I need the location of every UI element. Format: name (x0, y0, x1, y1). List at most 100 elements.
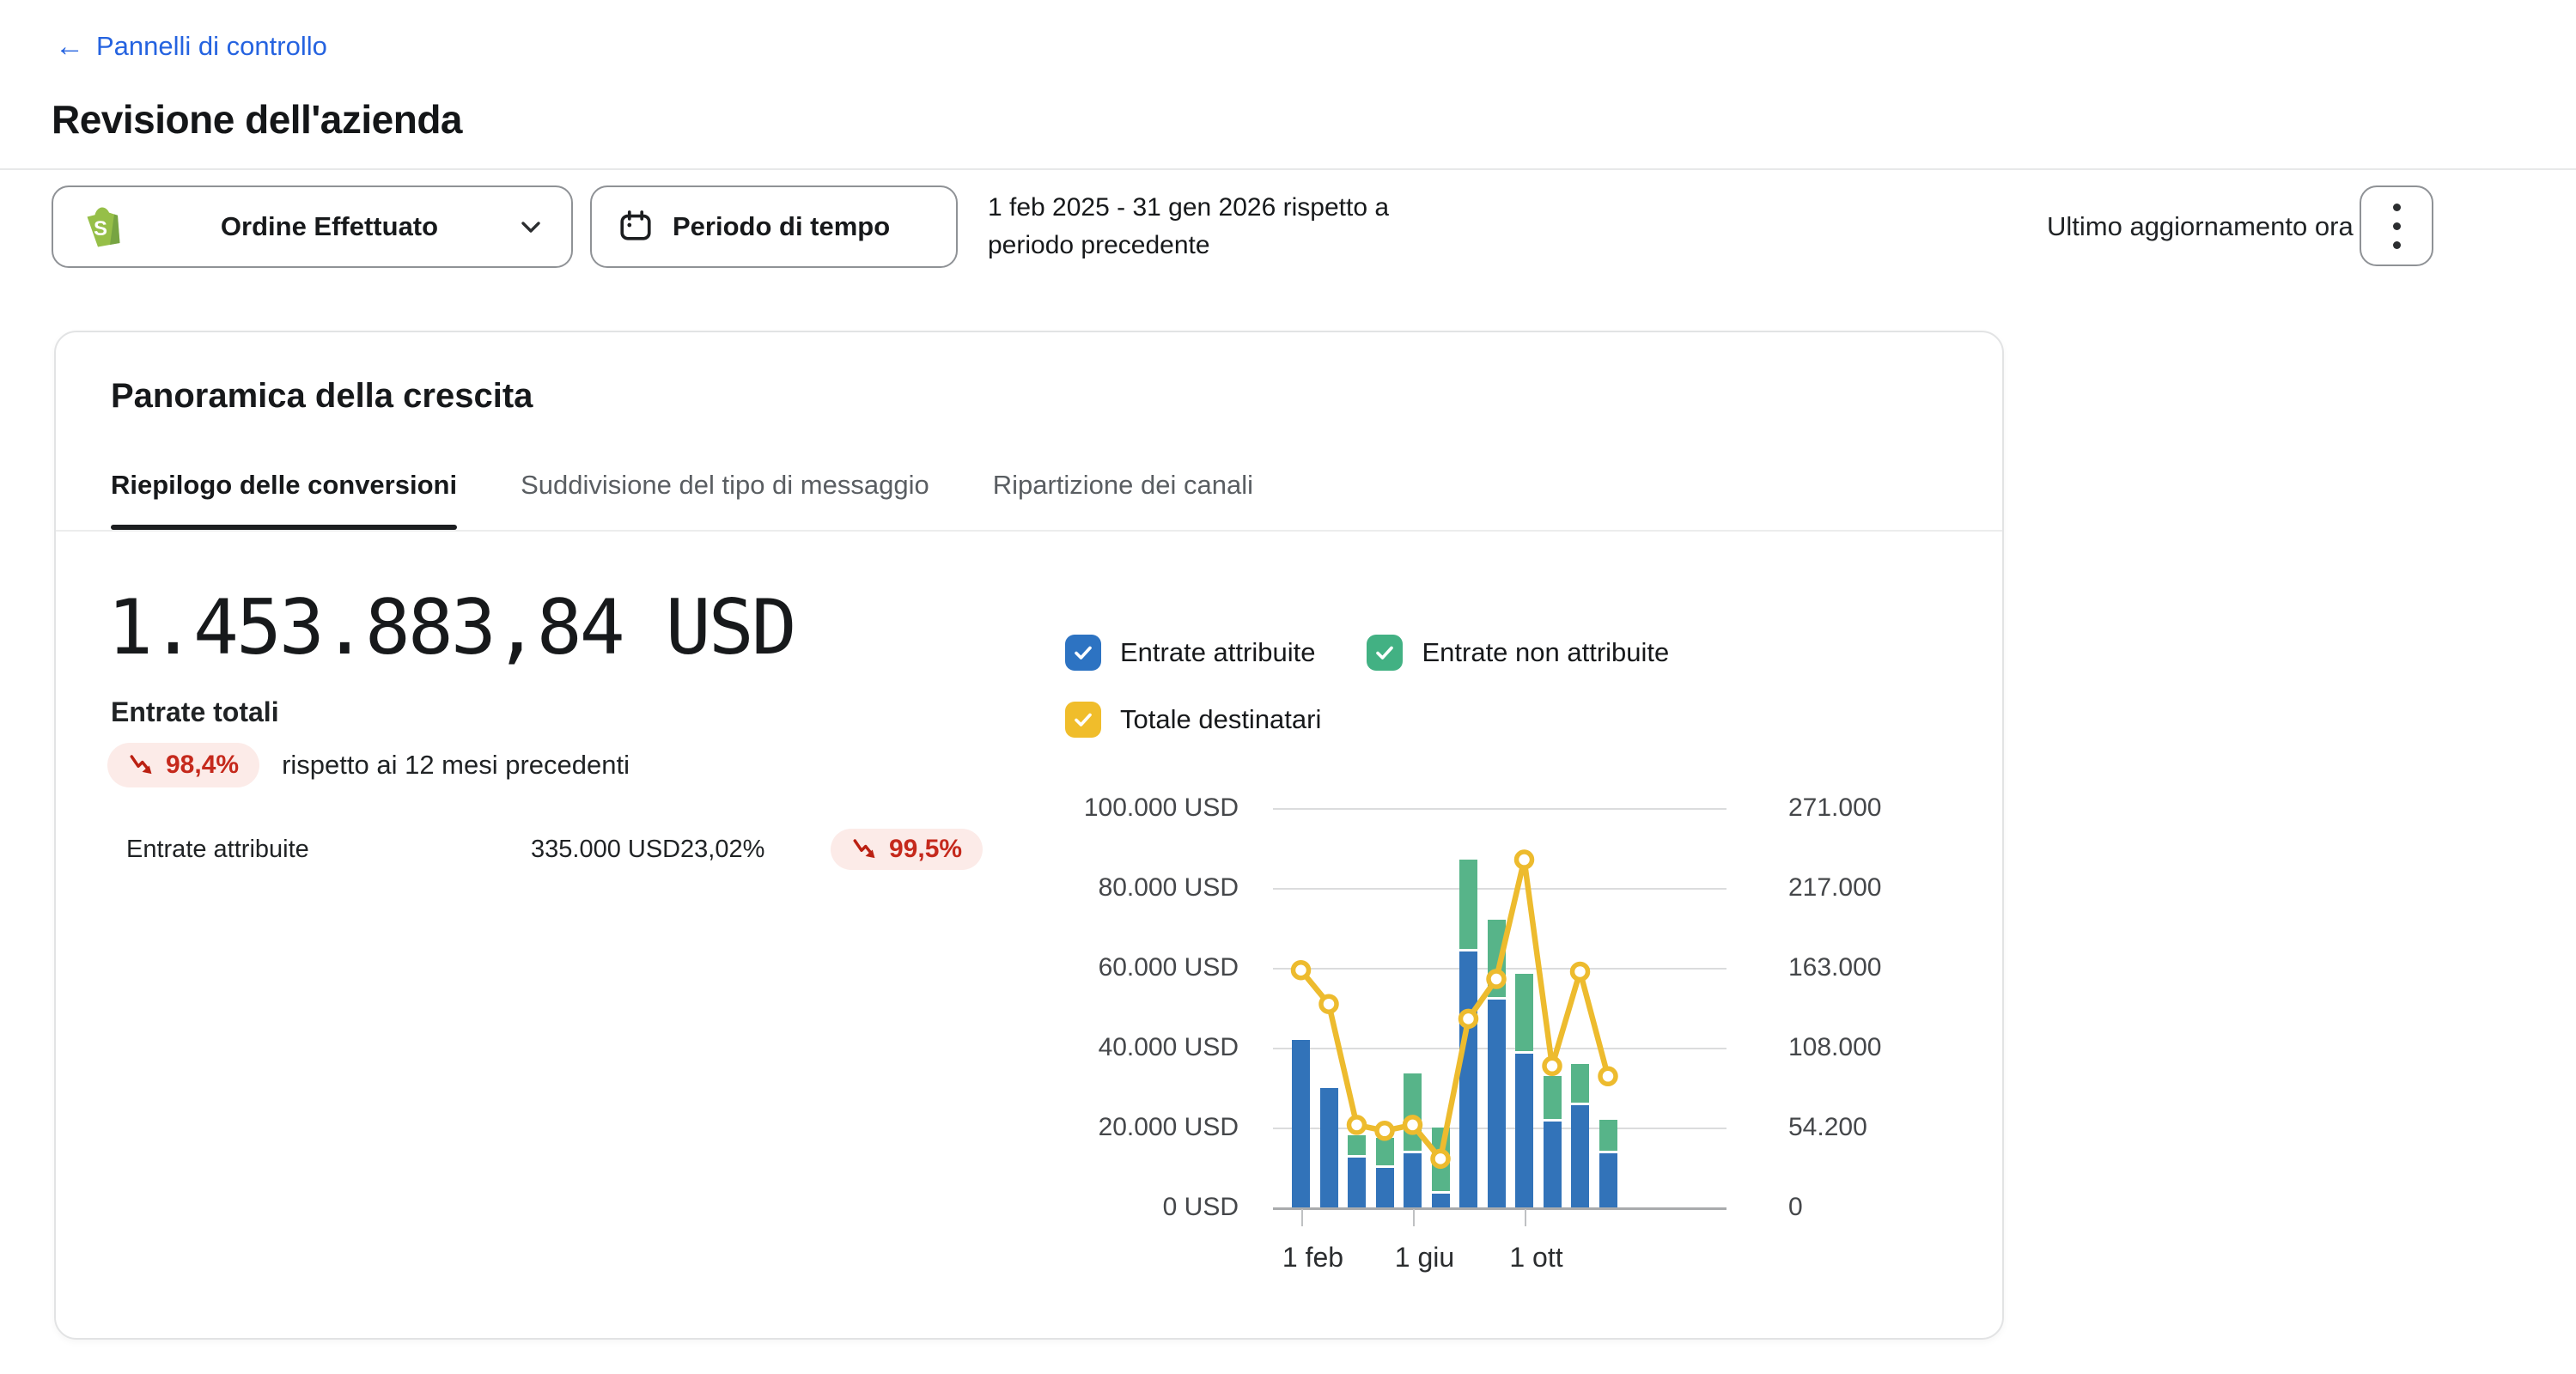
right-axis-tick: 271.000 (1788, 793, 1882, 822)
bar-attributed[interactable] (1599, 1153, 1617, 1207)
chart-plot-area: 100.000 USD 271.000 80.000 USD 217.000 60.00… (1084, 793, 1882, 1273)
hero-change-row: 98,4% rispetto ai 12 mesi precedenti (107, 743, 630, 787)
tabs-divider (56, 530, 2002, 532)
toolbar: S Ordine Effettuato Periodo di tempo 1 f… (0, 184, 2576, 270)
line-point-marker[interactable] (1458, 1008, 1479, 1030)
x-axis-tick (1300, 1209, 1303, 1226)
line-point-marker[interactable] (1318, 994, 1339, 1014)
line-point-marker[interactable] (1542, 1055, 1562, 1077)
legend-checkbox[interactable] (1065, 702, 1101, 738)
line-point-marker[interactable] (1346, 1115, 1367, 1135)
metric-select-button[interactable]: S Ordine Effettuato (52, 185, 573, 268)
legend-row: Entrate attribuite Entrate non attribuit… (1065, 635, 1976, 671)
back-link[interactable]: ← Pannelli di controllo (55, 31, 327, 62)
bar-attributed[interactable] (1404, 1153, 1422, 1207)
trend-down-icon (130, 755, 152, 775)
left-axis-tick: 0 USD (1162, 1193, 1239, 1221)
chart-legend: Entrate attribuite Entrate non attribuit… (1065, 635, 1976, 769)
tab-2[interactable]: Suddivisione del tipo di messaggio (521, 470, 929, 500)
back-link-label: Pannelli di controllo (96, 31, 327, 61)
line-point-marker[interactable] (1374, 1121, 1395, 1141)
total-revenue-value: 1.453.883,84 USD (107, 583, 797, 672)
legend-checkbox[interactable] (1367, 635, 1404, 671)
bar-attributed[interactable] (1515, 1053, 1533, 1207)
x-axis-line (1273, 1207, 1726, 1210)
attributed-revenue-label: Entrate attribuite (126, 836, 309, 863)
bar-attributed[interactable] (1431, 1193, 1450, 1207)
bar-attributed[interactable] (1571, 1105, 1589, 1207)
check-icon (1376, 646, 1394, 660)
x-axis-label: 1 feb (1282, 1242, 1344, 1273)
gridline (1273, 808, 1726, 810)
tab-3[interactable]: Ripartizione dei canali (992, 470, 1253, 500)
left-axis-tick: 60.000 USD (1098, 953, 1239, 982)
total-revenue-label: Entrate totali (111, 696, 279, 727)
bar-attributed[interactable] (1292, 1039, 1310, 1207)
legend-label: Totale destinatari (1120, 704, 1322, 734)
x-axis-tick (1524, 1209, 1526, 1226)
recipients-line-chart (1290, 849, 1618, 1170)
x-axis-tick (1412, 1209, 1415, 1226)
date-range-text: 1 feb 2025 - 31 gen 2026 rispetto a peri… (988, 189, 1389, 264)
legend-item-2[interactable]: Entrate non attribuite (1367, 635, 1669, 671)
legend-label: Entrate attribuite (1120, 637, 1316, 667)
metric-select-label: Ordine Effettuato (220, 211, 439, 241)
bar-unattributed[interactable] (1571, 1063, 1589, 1103)
attributed-revenue-row: Entrate attribuite 335.000 USD 23,02% 99… (56, 829, 1052, 873)
time-period-button[interactable]: Periodo di tempo (590, 185, 958, 268)
line-point-marker[interactable] (1290, 959, 1312, 981)
right-axis-tick: 54.200 (1788, 1113, 1867, 1141)
line-point-marker[interactable] (1486, 969, 1507, 989)
bar-attributed[interactable] (1348, 1157, 1366, 1207)
right-axis-tick: 108.000 (1788, 1033, 1882, 1061)
chevron-down-icon (521, 222, 540, 233)
bar-unattributed[interactable] (1375, 1137, 1394, 1165)
date-range-line2: periodo precedente (988, 231, 1210, 259)
time-period-label: Periodo di tempo (673, 211, 891, 241)
check-icon (1075, 713, 1092, 727)
left-axis-tick: 40.000 USD (1098, 1033, 1239, 1061)
gridline (1273, 888, 1726, 890)
hero-change-badge: 98,4% (107, 743, 260, 787)
line-point-marker[interactable] (1569, 961, 1591, 982)
attributed-change-badge: 99,5% (831, 829, 984, 870)
shopify-icon: S (87, 207, 120, 247)
line-point-marker[interactable] (1513, 849, 1535, 870)
bar-unattributed[interactable] (1599, 1119, 1617, 1152)
bar-unattributed[interactable] (1543, 1075, 1562, 1120)
line-point-marker[interactable] (1598, 1066, 1618, 1087)
hero-change-value: 98,4% (166, 751, 240, 779)
right-axis-tick: 217.000 (1788, 873, 1882, 902)
back-arrow-icon: ← (55, 30, 84, 63)
card-title: Panoramica della crescita (111, 377, 533, 415)
growth-overview-card: Panoramica della crescita Riepilogo dell… (54, 331, 2004, 1340)
bar-unattributed[interactable] (1348, 1135, 1366, 1155)
bar-attributed[interactable] (1319, 1087, 1338, 1207)
attributed-revenue-share: 23,02% (680, 836, 765, 863)
right-axis-tick: 163.000 (1788, 953, 1882, 982)
legend-item-1[interactable]: Entrate attribuite (1065, 635, 1315, 671)
bar-attributed[interactable] (1543, 1122, 1562, 1207)
overflow-menu-button[interactable] (2360, 185, 2433, 266)
attributed-change-value: 99,5% (889, 835, 963, 863)
line-point-marker[interactable] (1402, 1115, 1423, 1135)
attributed-revenue-value: 335.000 USD (531, 836, 681, 863)
kebab-dot (2392, 222, 2401, 230)
bar-attributed[interactable] (1487, 1000, 1506, 1207)
check-icon (1075, 646, 1092, 660)
kebab-dot (2392, 240, 2401, 249)
tab-1[interactable]: Riepilogo delle conversioni (111, 470, 458, 530)
line-point-marker[interactable] (1430, 1148, 1451, 1170)
last-updated-text: Ultimo aggiornamento ora (2047, 211, 2354, 241)
legend-item-3[interactable]: Totale destinatari (1065, 702, 1321, 738)
bar-attributed[interactable] (1375, 1167, 1394, 1207)
left-axis-tick: 20.000 USD (1098, 1113, 1239, 1141)
x-axis-label: 1 giu (1394, 1242, 1455, 1273)
legend-label: Entrate non attribuite (1422, 637, 1670, 667)
bar-unattributed[interactable] (1515, 973, 1533, 1051)
legend-row: Totale destinatari (1065, 702, 1976, 738)
bar-unattributed[interactable] (1459, 860, 1477, 950)
legend-checkbox[interactable] (1065, 635, 1101, 671)
kebab-dot (2392, 203, 2401, 211)
